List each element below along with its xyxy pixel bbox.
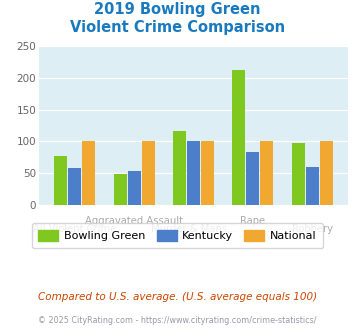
Text: Violent Crime Comparison: Violent Crime Comparison [70,20,285,35]
Bar [54,156,67,205]
Bar [246,152,260,205]
Bar [114,174,127,205]
Bar [187,141,200,205]
Bar [173,131,186,205]
Text: 2019 Bowling Green: 2019 Bowling Green [94,2,261,16]
Bar [201,141,214,205]
Bar [306,167,319,205]
Bar [127,171,141,205]
Bar [142,141,154,205]
Text: Compared to U.S. average. (U.S. average equals 100): Compared to U.S. average. (U.S. average … [38,292,317,302]
Bar [260,141,273,205]
Bar [82,141,95,205]
Text: Robbery: Robbery [292,224,333,234]
Text: Aggravated Assault: Aggravated Assault [85,216,183,226]
Bar [233,70,245,205]
Legend: Bowling Green, Kentucky, National: Bowling Green, Kentucky, National [32,223,323,248]
Text: All Violent Crime: All Violent Crime [33,224,116,234]
Text: Rape: Rape [240,216,266,226]
Bar [292,143,305,205]
Bar [320,141,333,205]
Text: © 2025 CityRating.com - https://www.cityrating.com/crime-statistics/: © 2025 CityRating.com - https://www.city… [38,316,317,325]
Text: Murder & Mans...: Murder & Mans... [151,224,236,234]
Bar [68,168,81,205]
